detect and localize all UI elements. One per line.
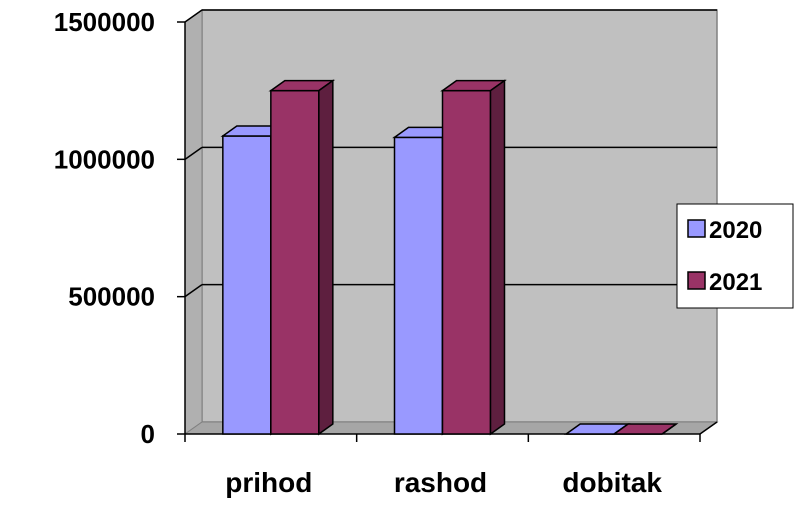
side-wall (184, 9, 203, 435)
legend-swatch (687, 219, 706, 238)
x-category-label: prihod (225, 467, 312, 498)
bar-front (270, 89, 320, 435)
x-axis-end (699, 421, 718, 435)
y-tick-label: 1000000 (54, 144, 155, 174)
bar-front (222, 135, 272, 435)
y-tick-label: 0 (141, 419, 155, 449)
legend-swatch (687, 271, 706, 290)
gridline-side (184, 9, 203, 23)
axis-labels: 0 500000 1000000 1500000 prihod rashod dobitak (54, 7, 663, 498)
bar (611, 423, 679, 435)
legend: 2020 2021 (676, 203, 794, 309)
bar-front (441, 89, 492, 435)
legend-label: 2020 (709, 217, 762, 244)
bars (220, 79, 679, 436)
x-category-label: dobitak (562, 467, 662, 498)
y-tick-label: 500000 (68, 282, 155, 312)
bar (440, 79, 507, 436)
legend-label: 2021 (709, 269, 762, 296)
bar-side (661, 423, 677, 435)
bar-front (393, 136, 444, 435)
gridline-side (184, 146, 203, 160)
x-category-label: rashod (394, 467, 487, 498)
gridline-side (184, 284, 203, 298)
bar-side (318, 79, 334, 436)
bar (268, 79, 336, 436)
y-tick-label: 1500000 (54, 7, 155, 37)
bar-side (489, 79, 506, 436)
